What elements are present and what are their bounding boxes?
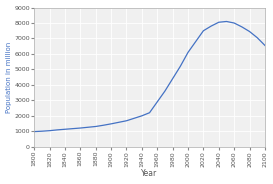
X-axis label: Year: Year <box>141 169 158 178</box>
Y-axis label: Population in million: Population in million <box>5 42 11 113</box>
